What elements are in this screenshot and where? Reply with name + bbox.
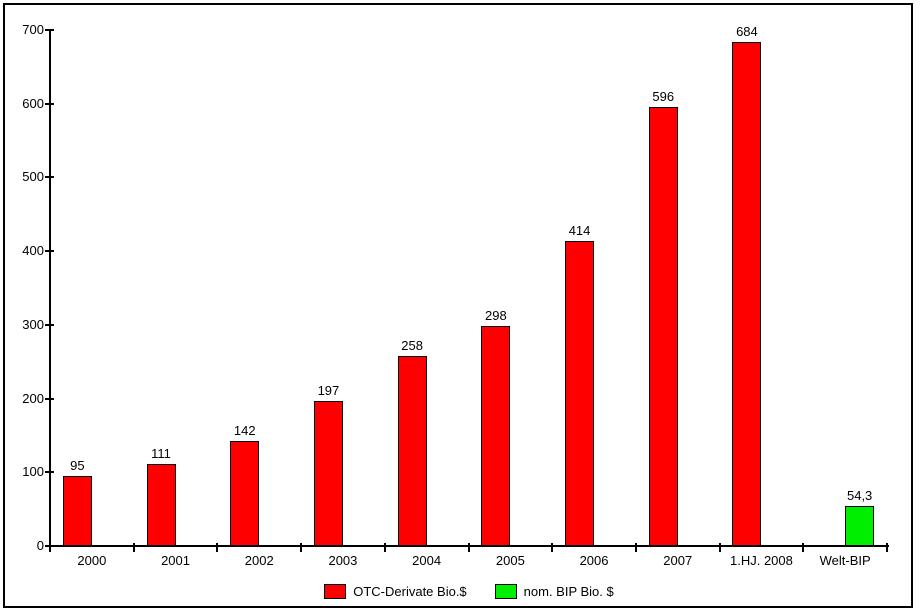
- x-axis-tick: [216, 543, 219, 552]
- y-axis-tick-label: 500: [22, 169, 44, 185]
- x-axis-tick: [49, 543, 51, 552]
- legend-item-nom-bip: nom. BIP Bio. $: [494, 584, 614, 599]
- bar-nom-welt-bip: [845, 505, 875, 546]
- bar-value-label: 95: [70, 457, 85, 473]
- x-axis-tick: [634, 543, 637, 552]
- legend-label-nom-bip: nom. BIP Bio. $: [523, 584, 614, 599]
- y-axis-line: [49, 30, 51, 547]
- bar-otc-derivate-2006: [565, 240, 595, 546]
- x-axis-tick: [467, 543, 470, 552]
- x-axis-category-label: 2002: [244, 553, 274, 568]
- legend-swatch-green-icon: [494, 584, 517, 599]
- y-axis-tick: [45, 471, 54, 474]
- bar-otc-derivate-2002: [230, 441, 260, 546]
- bar-value-label: 596: [652, 88, 675, 104]
- bar-otc-derivate-2000: [62, 475, 92, 546]
- bar-value-label: 54,3: [846, 487, 873, 503]
- y-axis-tick-label: 700: [22, 22, 44, 37]
- bar-value-label: 414: [568, 222, 591, 238]
- chart-outer-frame: [3, 3, 913, 608]
- bar-value-label: 111: [151, 446, 171, 462]
- y-axis-tick: [45, 29, 54, 31]
- y-axis-tick-label: 400: [22, 243, 44, 259]
- x-axis-tick: [383, 543, 386, 552]
- x-axis-category-label: 2005: [495, 553, 525, 568]
- y-axis-tick: [45, 102, 54, 105]
- bar-value-label: 197: [317, 382, 340, 398]
- y-axis-tick-label: 100: [22, 464, 44, 480]
- bar-value-label: 684: [736, 23, 758, 39]
- x-axis-tick: [886, 543, 888, 552]
- bar-otc-derivate-2007: [648, 106, 678, 546]
- x-axis-category-label: 2007: [663, 553, 693, 568]
- legend-item-otc-derivate: OTC-Derivate Bio.$: [324, 584, 467, 599]
- y-axis-tick: [45, 176, 54, 179]
- x-axis-category-label: 2001: [161, 553, 190, 568]
- bar-otc-derivate-2005: [481, 326, 511, 546]
- x-axis-category-label: Welt-BIP: [819, 553, 871, 568]
- y-axis-tick-label: 200: [22, 390, 44, 406]
- x-axis-category-label: 1.HJ. 2008: [730, 553, 793, 568]
- bar-otc-derivate-2003: [313, 400, 343, 546]
- x-axis-category-label: 2000: [77, 553, 107, 568]
- x-axis-category-label: 2006: [579, 553, 609, 568]
- y-axis-tick: [45, 250, 54, 253]
- bar-otc-derivate-1-hj-2008: [732, 41, 762, 546]
- bar-otc-derivate-2001: [146, 464, 176, 546]
- legend-swatch-red-icon: [324, 584, 347, 599]
- x-axis-category-label: 2004: [412, 553, 442, 568]
- bar-otc-derivate-2004: [397, 355, 427, 546]
- x-axis-tick: [300, 543, 303, 552]
- x-axis-category-label: 2003: [328, 553, 358, 568]
- x-axis-tick: [132, 543, 135, 552]
- legend-label-otc-derivate: OTC-Derivate Bio.$: [353, 584, 467, 599]
- y-axis-tick-label: 600: [22, 95, 44, 111]
- x-axis-tick: [551, 543, 554, 552]
- y-axis-tick: [45, 397, 54, 400]
- bar-value-label: 258: [401, 337, 423, 353]
- bar-value-label: 142: [233, 423, 256, 439]
- y-axis-tick-label: 300: [22, 316, 44, 332]
- bar-value-label: 298: [484, 308, 507, 324]
- legend: OTC-Derivate Bio.$ nom. BIP Bio. $: [50, 584, 888, 599]
- y-axis-tick: [45, 323, 54, 326]
- x-axis-tick: [802, 543, 805, 552]
- x-axis-tick: [718, 543, 721, 552]
- y-axis-tick-label: 0: [36, 538, 44, 553]
